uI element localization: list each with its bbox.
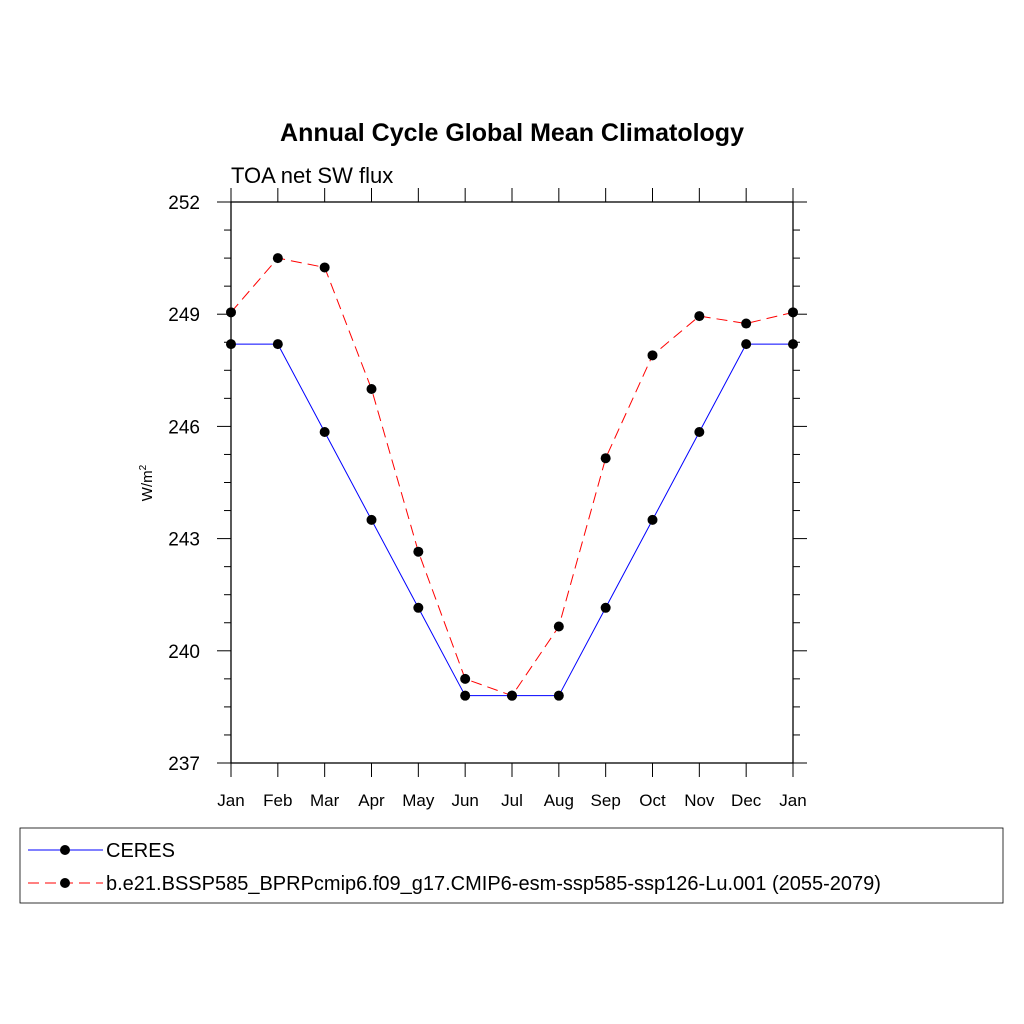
legend-label-1: CERES (106, 840, 175, 862)
x-tick-label: Jan (779, 791, 806, 810)
y-tick-label: 252 (168, 193, 200, 214)
x-tick-label: Jun (451, 791, 478, 810)
y-tick-label: 246 (168, 417, 200, 438)
chart-title: Annual Cycle Global Mean Climatology (280, 119, 744, 147)
data-point-series-1 (366, 514, 377, 525)
data-point-series-1 (319, 427, 330, 438)
data-point-series-2 (647, 350, 658, 361)
legend-marker-2 (60, 878, 70, 888)
x-tick-label: Apr (358, 791, 385, 810)
data-point-series-1 (788, 339, 798, 350)
data-point-series-2 (460, 673, 471, 684)
x-tick-label: Oct (639, 791, 666, 810)
data-point-series-2 (413, 546, 424, 557)
y-tick-label: 249 (168, 305, 200, 326)
data-point-series-2 (226, 307, 236, 318)
y-axis-label-superscript: 2 (138, 464, 149, 470)
legend-marker-1 (60, 845, 70, 855)
data-point-series-2 (319, 262, 330, 273)
x-tick-label: Nov (684, 791, 715, 810)
plot-area: 237 240 243 246 249 252 Jan Feb Mar Apr May Jun Jul A… (168, 188, 807, 810)
data-point-series-1 (694, 427, 705, 438)
data-point-series-2 (366, 384, 377, 394)
data-point-series-1 (413, 602, 424, 613)
x-tick-label: Sep (591, 791, 621, 810)
plot-frame (230, 201, 794, 764)
y-tick-label: 240 (168, 642, 200, 663)
data-point-series-2 (788, 307, 798, 318)
x-tick-label: Jul (501, 791, 523, 810)
data-point-series-1 (741, 339, 752, 350)
x-tick-label: Feb (263, 791, 292, 810)
data-point-series-2 (741, 318, 752, 329)
data-point-series-1 (647, 514, 658, 525)
data-point-series-2 (694, 311, 705, 322)
y-tick-label: 237 (168, 754, 200, 775)
data-point-series-1 (272, 339, 283, 350)
data-point-series-1 (553, 690, 564, 701)
legend-box (19, 827, 1004, 904)
y-axis-label: W/m2 (138, 464, 156, 501)
y-axis-label-unit: W/m (139, 470, 156, 501)
series-line-2 (230, 257, 794, 697)
x-tick-label: May (402, 791, 435, 810)
legend: CERES b.e21.BSSP585_BPRPcmip6.f09_g17.CMI… (19, 827, 1004, 904)
chart-subtitle: TOA net SW flux (231, 163, 393, 188)
data-point-series-2 (272, 253, 283, 264)
legend-label-2: b.e21.BSSP585_BPRPcmip6.f09_g17.CMIP6-es… (106, 873, 881, 895)
data-point-series-1 (600, 602, 611, 613)
x-tick-label: Jan (217, 791, 244, 810)
data-point-series-2 (507, 690, 517, 701)
y-tick-label: 243 (168, 530, 200, 551)
x-tick-label: Aug (544, 791, 574, 810)
x-tick-label: Mar (310, 791, 340, 810)
data-point-series-1 (226, 339, 236, 350)
data-point-series-2 (600, 453, 611, 464)
data-point-series-2 (553, 621, 564, 632)
data-point-series-1 (460, 690, 471, 701)
series-line-1 (231, 343, 793, 697)
x-tick-label: Dec (731, 791, 762, 810)
